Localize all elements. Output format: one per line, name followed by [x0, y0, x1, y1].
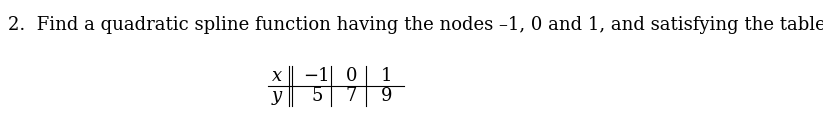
Text: y: y	[272, 87, 282, 105]
Text: x: x	[272, 67, 282, 85]
Text: −1: −1	[304, 67, 330, 85]
Text: 7: 7	[346, 87, 357, 105]
Text: 1: 1	[381, 67, 393, 85]
Text: 2.  Find a quadratic spline function having the nodes –1, 0 and 1, and satisfyin: 2. Find a quadratic spline function havi…	[7, 16, 823, 34]
Text: 0: 0	[346, 67, 357, 85]
Text: 9: 9	[381, 87, 393, 105]
Text: 5: 5	[311, 87, 323, 105]
